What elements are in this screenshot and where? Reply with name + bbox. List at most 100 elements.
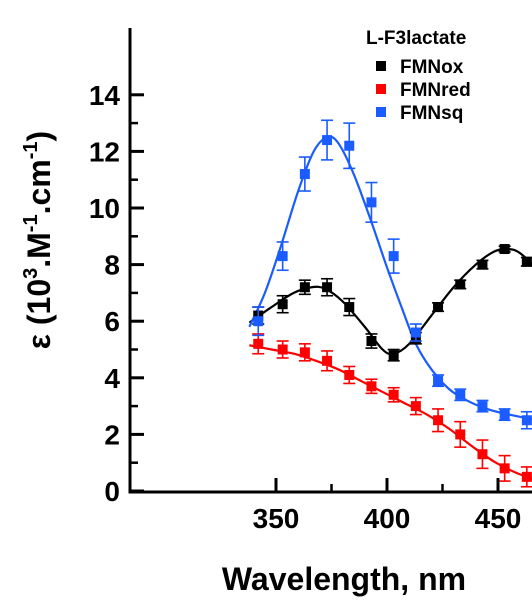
y-axis-title: ε (103.M-1.cm-1) (20, 131, 57, 349)
square-marker (477, 449, 488, 460)
square-marker (521, 415, 532, 426)
data-point-fmnox (498, 244, 511, 255)
square-marker (277, 344, 288, 355)
square-marker (388, 350, 399, 361)
y-axis-title-part: .M (21, 232, 57, 268)
square-marker (344, 302, 355, 313)
square-marker (499, 244, 510, 255)
data-point-fmnsq (409, 323, 422, 342)
data-point-fmnsq (454, 388, 467, 402)
square-marker (322, 135, 333, 146)
data-point-fmnred (387, 386, 400, 403)
square-marker (433, 375, 444, 386)
data-point-fmnox (298, 279, 311, 296)
y-tick-label: 6 (104, 306, 120, 337)
data-point-fmnsq (321, 119, 334, 161)
square-marker (366, 381, 377, 392)
data-point-fmnred (252, 333, 265, 355)
fit-curve-fmnred (249, 344, 532, 480)
data-point-fmnox (387, 348, 400, 362)
y-tick-label: 12 (89, 136, 120, 167)
data-point-fmnred (343, 365, 356, 385)
x-axis-title: Wavelength, nm (222, 561, 466, 597)
square-marker (253, 316, 264, 327)
data-point-fmnox (432, 302, 445, 313)
square-marker (277, 299, 288, 310)
data-point-fmnsq (476, 399, 489, 413)
square-marker (344, 369, 355, 380)
square-marker (521, 256, 532, 267)
data-point-fmnox (454, 279, 467, 290)
square-marker (344, 140, 355, 151)
legend-marker-fmnred (376, 84, 386, 94)
y-axis-title-part: ε (10 (21, 279, 57, 349)
square-marker (410, 401, 421, 412)
square-marker (410, 327, 421, 338)
data-point-fmnsq (520, 410, 532, 430)
y-axis-title-part: ) (21, 131, 57, 142)
square-marker (366, 197, 377, 208)
y-axis-title-sup: -1 (20, 141, 42, 159)
square-marker (433, 415, 444, 426)
square-marker (253, 338, 264, 349)
square-marker (455, 389, 466, 400)
data-point-fmnox (276, 294, 289, 314)
data-point-fmnred (476, 439, 489, 470)
data-point-fmnsq (298, 156, 311, 192)
y-tick-label: 0 (104, 476, 120, 507)
x-tick-label: 350 (253, 503, 300, 534)
y-tick-label: 4 (104, 363, 120, 394)
data-point-fmnsq (387, 238, 400, 274)
legend-marker-fmnox (376, 61, 386, 71)
legend-marker-fmnsq (376, 107, 386, 117)
data-point-fmnred (298, 343, 311, 362)
data-point-fmnsq (365, 181, 378, 223)
data-point-fmnox (476, 259, 489, 270)
y-tick-label: 2 (104, 419, 120, 450)
data-point-fmnred (276, 340, 289, 359)
y-tick-label: 10 (89, 193, 120, 224)
square-marker (455, 429, 466, 440)
data-point-fmnox (365, 333, 378, 349)
data-point-fmnred (498, 454, 511, 482)
data-point-fmnsq (432, 374, 445, 388)
x-tick-label: 400 (364, 503, 411, 534)
square-marker (366, 336, 377, 347)
square-marker (455, 279, 466, 290)
square-marker (433, 302, 444, 313)
y-axis-title-sup: -1 (20, 214, 42, 232)
data-point-fmnsq (252, 306, 265, 337)
square-marker (388, 251, 399, 262)
data-point-fmnox (520, 256, 532, 267)
data-point-fmnsq (276, 241, 289, 272)
data-point-fmnred (321, 350, 334, 372)
fit-curve-fmnox (248, 247, 532, 356)
x-tick-label: 450 (475, 503, 522, 534)
y-tick-label: 8 (104, 250, 120, 281)
fit-curves (248, 135, 532, 480)
square-marker (388, 389, 399, 400)
data-point-fmnox (321, 277, 334, 297)
square-marker (499, 463, 510, 474)
data-point-fmnred (409, 396, 422, 416)
square-marker (322, 282, 333, 293)
square-marker (299, 169, 310, 180)
axes (128, 28, 532, 494)
data-point-fmnred (432, 408, 445, 433)
square-marker (499, 409, 510, 420)
square-marker (299, 347, 310, 358)
legend-label-fmnox: FMNox (400, 57, 464, 78)
square-marker (277, 251, 288, 262)
y-axis-title-sup: 3 (20, 268, 42, 279)
square-marker (299, 282, 310, 293)
data-point-fmnsq (498, 408, 511, 422)
data-point-fmnred (520, 466, 532, 488)
data-point-fmnred (454, 420, 467, 448)
square-marker (477, 401, 488, 412)
square-marker (521, 471, 532, 482)
legend-label-fmnred: FMNred (400, 80, 471, 101)
y-axis-title-part: .cm (21, 159, 57, 214)
data-point-fmnox (343, 297, 356, 317)
